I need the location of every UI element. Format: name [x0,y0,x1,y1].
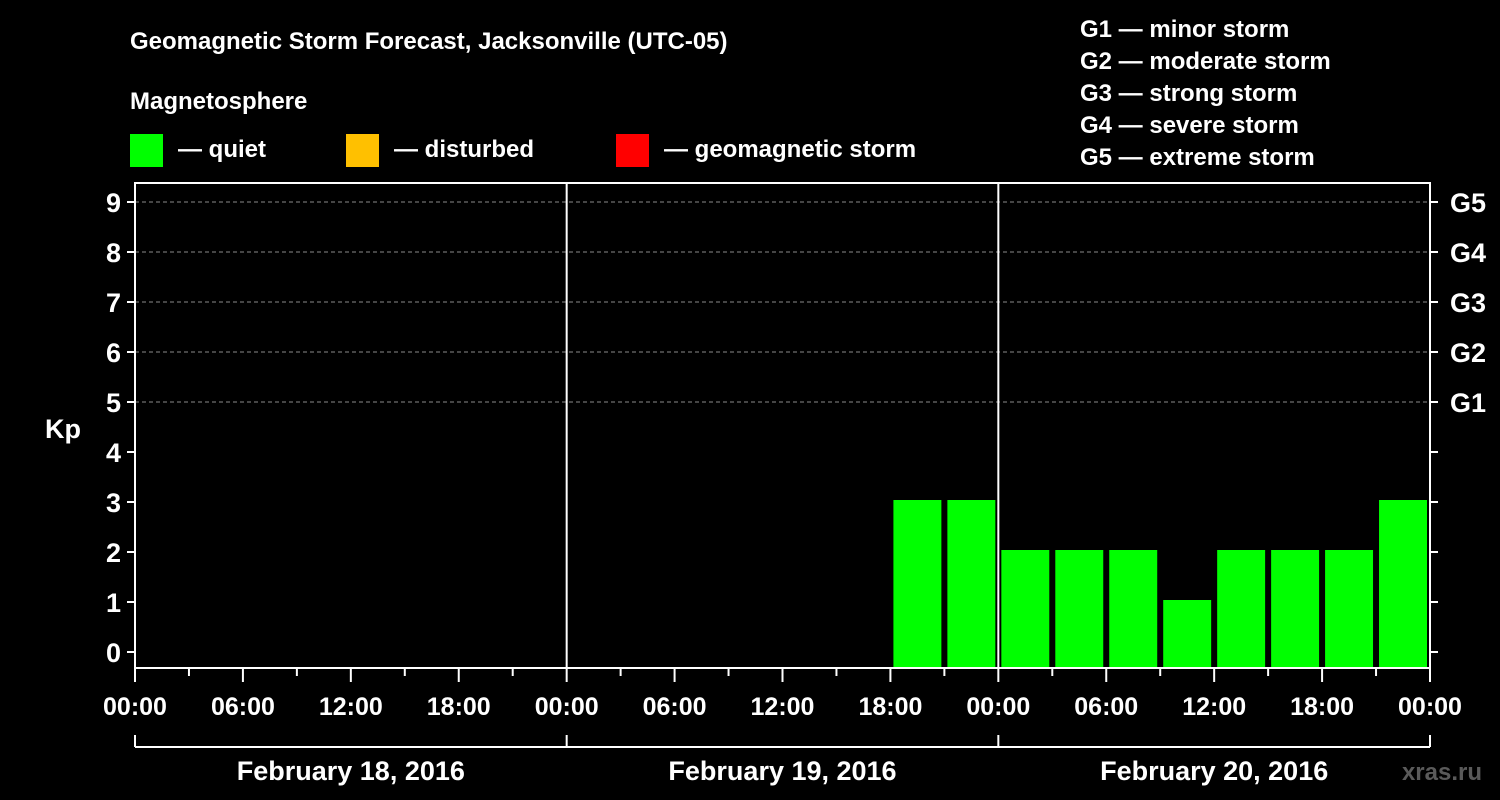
y-tick-label-9: 9 [106,188,121,218]
right-axis-g-scale: G1 G2 G3 G4 G5 [1430,188,1486,653]
bar-3 [1055,550,1104,668]
date-label-2: February 20, 2016 [1100,756,1328,786]
storm-scale-g3: G3 — strong storm [1080,80,1297,107]
y-tick-label-5: 5 [106,388,121,418]
grid-lines [135,201,1430,403]
bar-4 [1109,550,1158,668]
legend-swatch-disturbed [346,134,379,167]
g-label-g2: G2 [1450,338,1486,368]
storm-scale-key: G1 — minor storm G2 — moderate storm G3 … [1080,16,1331,171]
x-tick-label-12: 00:00 [1398,693,1462,721]
storm-scale-g1: G1 — minor storm [1080,16,1289,43]
y-tick-label-4: 4 [106,438,121,468]
y-tick-label-8: 8 [106,238,121,268]
x-tick-label-0: 00:00 [103,693,167,721]
y-tick-label-7: 7 [106,288,121,318]
bar-8 [1325,550,1374,668]
storm-scale-g4: G4 — severe storm [1080,112,1299,139]
y-tick-label-2: 2 [106,538,121,568]
storm-scale-g2: G2 — moderate storm [1080,48,1331,75]
bar-9 [1379,500,1427,668]
y-tick-label-3: 3 [106,488,121,518]
x-tick-label-3: 18:00 [427,693,491,721]
x-tick-label-9: 06:00 [1074,693,1138,721]
legend: Magnetosphere — quiet — disturbed — geom… [130,88,916,167]
y-tick-label-0: 0 [106,638,121,668]
watermark: xras.ru [1402,759,1482,786]
g-label-g4: G4 [1450,238,1486,268]
x-tick-label-10: 12:00 [1182,693,1246,721]
bar-0 [893,500,942,668]
x-tick-label-6: 12:00 [751,693,815,721]
date-labels: February 18, 2016 February 19, 2016 Februa… [134,735,1431,786]
bars [893,500,1427,668]
x-tick-label-2: 12:00 [319,693,383,721]
bar-1 [947,500,996,668]
bar-2 [1001,550,1050,668]
y-axis-ticks: 0 1 2 3 4 5 6 7 8 9 [106,188,135,668]
g-label-g1: G1 [1450,388,1486,418]
legend-label-storm: — geomagnetic storm [664,136,916,163]
x-tick-label-4: 00:00 [535,693,599,721]
legend-heading: Magnetosphere [130,88,307,115]
x-tick-label-11: 18:00 [1290,693,1354,721]
x-tick-label-8: 00:00 [966,693,1030,721]
g-label-g3: G3 [1450,288,1486,318]
g-label-g5: G5 [1450,188,1486,218]
date-label-1: February 19, 2016 [668,756,896,786]
x-tick-label-7: 18:00 [858,693,922,721]
storm-scale-g5: G5 — extreme storm [1080,144,1315,171]
bar-6 [1217,550,1266,668]
y-axis-label: Kp [45,414,81,444]
legend-label-disturbed: — disturbed [394,136,534,163]
bar-5 [1163,600,1212,668]
y-tick-label-1: 1 [106,588,121,618]
x-axis-ticks: 00:00 06:00 12:00 18:00 00:00 06:00 12:00 18:00… [103,668,1462,721]
legend-label-quiet: — quiet [178,136,266,163]
legend-swatch-quiet [130,134,163,167]
x-tick-label-1: 06:00 [211,693,275,721]
legend-swatch-storm [616,134,649,167]
y-tick-label-6: 6 [106,338,121,368]
x-tick-label-5: 06:00 [643,693,707,721]
bar-7 [1271,550,1320,668]
date-label-0: February 18, 2016 [237,756,465,786]
chart-title: Geomagnetic Storm Forecast, Jacksonville… [130,28,728,55]
